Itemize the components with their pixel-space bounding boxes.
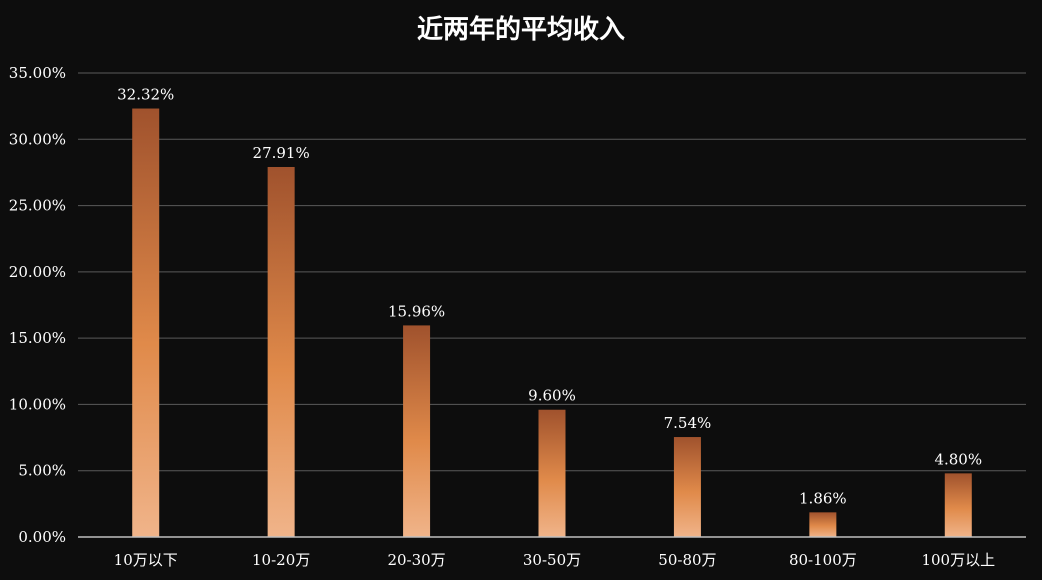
grid-layer bbox=[78, 72, 1026, 472]
bar-2 bbox=[403, 325, 431, 537]
data-label-5: 1.86% bbox=[799, 489, 847, 507]
x-category-label-6: 100万以上 bbox=[921, 551, 995, 569]
x-category-label-5: 80-100万 bbox=[789, 551, 857, 569]
y-tick-label: 20.00% bbox=[9, 263, 66, 281]
y-tick-label: 30.00% bbox=[9, 130, 66, 148]
y-tick-label: 35.00% bbox=[9, 64, 66, 82]
chart-title: 近两年的平均收入 bbox=[417, 14, 625, 45]
data-label-4: 7.54% bbox=[664, 414, 712, 432]
x-category-label-4: 50-80万 bbox=[658, 551, 716, 569]
data-label-0: 32.32% bbox=[117, 86, 174, 104]
x-axis-categories: 10万以下 10-20万 20-30万 30-50万 50-80万 80-100万 100万… bbox=[114, 551, 995, 569]
y-tick-label: 0.00% bbox=[18, 528, 66, 546]
y-tick-label: 15.00% bbox=[9, 329, 66, 347]
y-tick-label: 10.00% bbox=[9, 395, 66, 413]
bar-3 bbox=[538, 409, 566, 537]
x-category-label-1: 10-20万 bbox=[252, 551, 310, 569]
x-category-label-3: 30-50万 bbox=[523, 551, 581, 569]
x-category-label-2: 20-30万 bbox=[387, 551, 445, 569]
bars bbox=[132, 108, 972, 537]
bar-0 bbox=[132, 108, 160, 537]
y-axis-ticks: 0.00% 5.00% 10.00% 15.00% 20.00% 25.00% 30.00%… bbox=[9, 64, 66, 546]
y-tick-label: 5.00% bbox=[18, 462, 66, 480]
y-tick-label: 25.00% bbox=[9, 197, 66, 215]
data-label-1: 27.91% bbox=[253, 144, 310, 162]
bar-6 bbox=[944, 473, 972, 537]
data-labels: 32.32% 27.91% 15.96% 9.60% 7.54% 1.86% 4.80% bbox=[117, 86, 982, 508]
data-label-2: 15.96% bbox=[388, 302, 445, 320]
data-label-6: 4.80% bbox=[934, 450, 982, 468]
bar-4 bbox=[673, 437, 701, 537]
x-category-label-0: 10万以下 bbox=[114, 551, 178, 569]
data-label-3: 9.60% bbox=[528, 387, 576, 405]
bar-5 bbox=[809, 512, 837, 537]
bar-1 bbox=[267, 166, 295, 537]
